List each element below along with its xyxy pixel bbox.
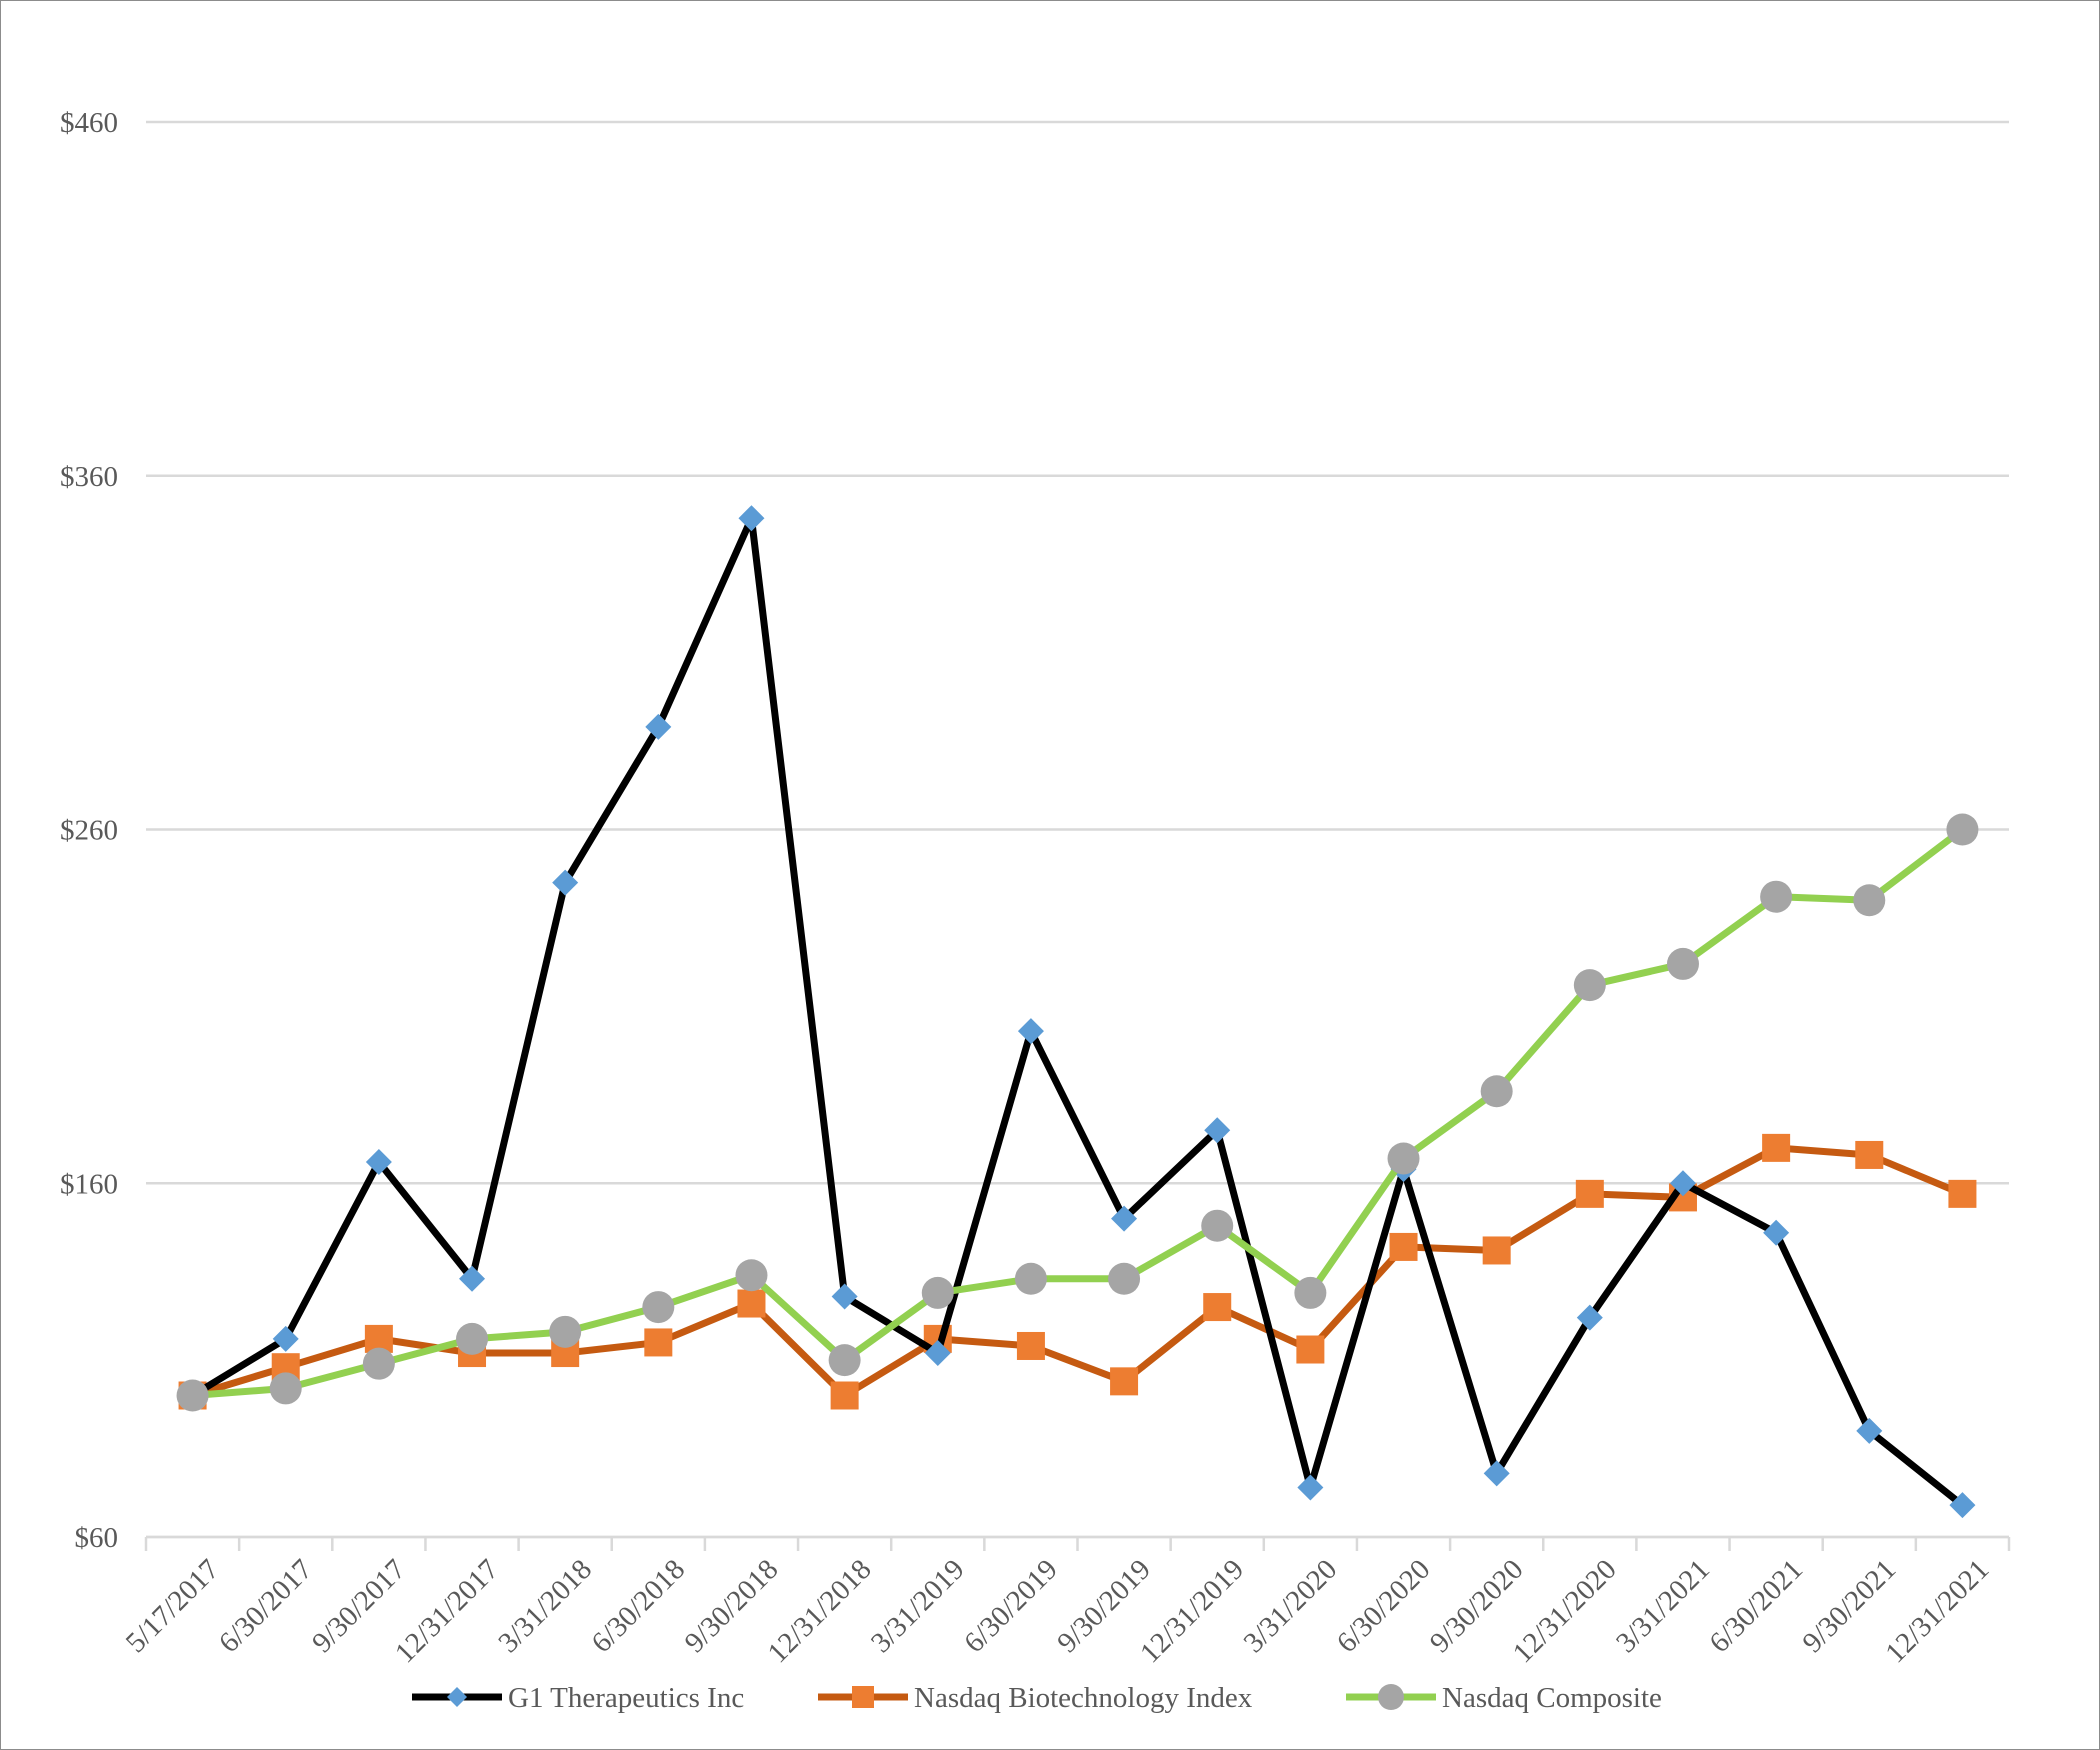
- legend-label: G1 Therapeutics Inc: [508, 1682, 744, 1714]
- data-point: [362, 1347, 395, 1380]
- data-point: [1017, 1018, 1044, 1045]
- data-point: [1203, 1293, 1232, 1322]
- data-point: [1016, 1331, 1045, 1360]
- data-point: [828, 1344, 861, 1377]
- data-point: [1296, 1335, 1325, 1364]
- data-point: [1853, 884, 1886, 917]
- data-point: [1856, 1417, 1883, 1444]
- data-point: [1389, 1232, 1418, 1261]
- x-tick-label: 3/31/2020: [1238, 1553, 1344, 1659]
- data-point: [737, 1289, 766, 1318]
- data-point: [735, 1259, 768, 1292]
- legend-marker: [447, 1687, 467, 1707]
- data-point: [642, 1291, 675, 1324]
- legend-item-2: Nasdaq Composite: [1346, 1682, 1662, 1714]
- data-point: [830, 1381, 859, 1410]
- data-point: [1483, 1460, 1510, 1487]
- data-point: [1666, 947, 1699, 980]
- data-point: [1297, 1474, 1324, 1501]
- data-point: [645, 713, 672, 740]
- data-point: [1763, 1219, 1790, 1246]
- legend-label: Nasdaq Composite: [1442, 1682, 1662, 1714]
- data-point: [1575, 1179, 1604, 1208]
- data-point: [549, 1315, 582, 1348]
- data-point: [1480, 1075, 1513, 1108]
- data-point: [1760, 880, 1793, 913]
- x-tick-label: 6/30/2017: [213, 1553, 319, 1659]
- x-tick-label: 6/30/2020: [1331, 1553, 1437, 1659]
- data-point: [1387, 1142, 1420, 1175]
- series-line: [189, 514, 1966, 1509]
- data-point: [1111, 1205, 1138, 1232]
- data-point: [1855, 1140, 1884, 1169]
- data-point: [644, 1328, 673, 1357]
- x-tick-label: 5/17/2017: [120, 1553, 226, 1659]
- data-point: [1576, 1304, 1603, 1331]
- data-point: [1108, 1262, 1141, 1295]
- data-point: [176, 1379, 209, 1412]
- data-point: [272, 1325, 299, 1352]
- data-point: [1201, 1209, 1234, 1242]
- legend-item-0: G1 Therapeutics Inc: [412, 1682, 744, 1714]
- data-point: [552, 869, 579, 896]
- x-tick-label: 6/30/2018: [585, 1553, 691, 1659]
- data-point: [1014, 1262, 1047, 1295]
- legend-marker: [852, 1686, 874, 1708]
- series-0: [179, 505, 1976, 1519]
- data-point: [1294, 1276, 1327, 1309]
- x-tick-label: 3/31/2021: [1610, 1553, 1716, 1659]
- x-tick-label: 3/31/2019: [865, 1553, 971, 1659]
- y-tick-label-360: $360: [60, 461, 118, 493]
- series-2: [176, 813, 1979, 1412]
- y-axis-tick-labels: $60 $160 $260 $360 $460: [60, 107, 118, 1554]
- data-point: [1482, 1236, 1511, 1265]
- series-line: [189, 1144, 1966, 1399]
- x-tick-label: 3/31/2018: [492, 1553, 598, 1659]
- data-point: [1110, 1367, 1139, 1396]
- legend-label: Nasdaq Biotechnology Index: [914, 1682, 1253, 1714]
- data-point: [365, 1149, 392, 1176]
- x-tick-label: 6/30/2021: [1703, 1553, 1809, 1659]
- legend-marker: [1378, 1684, 1404, 1710]
- legend: G1 Therapeutics Inc Nasdaq Biotechnology …: [412, 1682, 1662, 1714]
- data-point: [831, 1283, 858, 1310]
- legend-item-1: Nasdaq Biotechnology Index: [818, 1682, 1253, 1714]
- series-1: [178, 1133, 1977, 1410]
- y-tick-label-460: $460: [60, 107, 118, 139]
- data-point: [1949, 1492, 1976, 1519]
- data-point: [1573, 969, 1606, 1002]
- y-tick-label-160: $160: [60, 1168, 118, 1200]
- gridlines: [146, 120, 2009, 1539]
- x-axis-tick-labels: 5/17/20176/30/20179/30/201712/31/20173/3…: [120, 1553, 1996, 1669]
- series-line: [189, 826, 1966, 1399]
- data-point: [924, 1340, 951, 1367]
- data-point: [1762, 1133, 1791, 1162]
- data-point: [456, 1322, 489, 1355]
- data-point: [459, 1265, 486, 1292]
- data-point: [269, 1372, 302, 1405]
- series-lines: [176, 505, 1979, 1519]
- y-tick-label-60: $60: [75, 1522, 119, 1554]
- data-point: [1204, 1117, 1231, 1144]
- data-point: [1948, 1179, 1977, 1208]
- x-tick-label: 6/30/2019: [958, 1553, 1064, 1659]
- data-point: [738, 505, 765, 532]
- x-axis: [144, 1535, 2011, 1551]
- y-tick-label-260: $260: [60, 815, 118, 847]
- data-point: [1669, 1170, 1696, 1197]
- data-point: [921, 1276, 954, 1309]
- data-point: [1946, 813, 1979, 846]
